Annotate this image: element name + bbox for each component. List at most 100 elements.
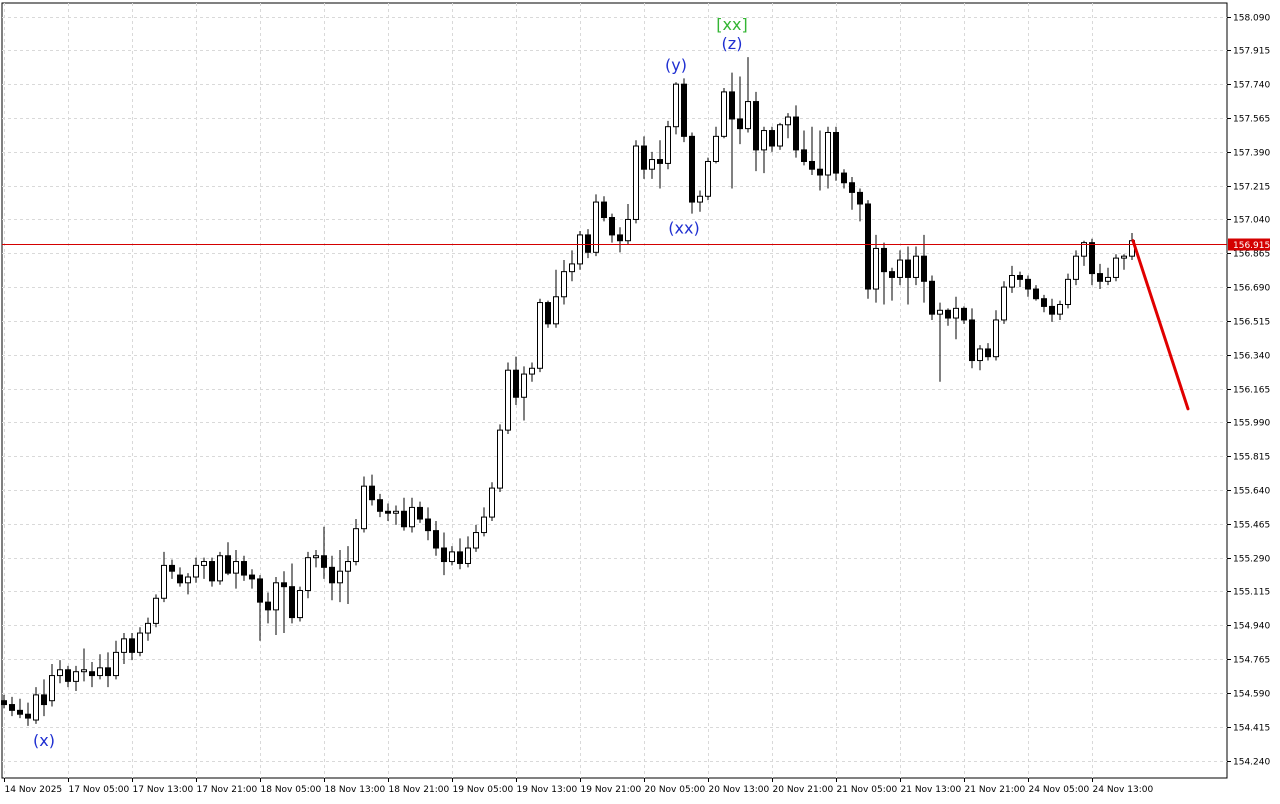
candle-body [993, 319, 999, 358]
candle [113, 640, 119, 680]
candle [1065, 273, 1071, 309]
candle-body [777, 124, 783, 147]
candle [9, 696, 15, 717]
candle [665, 120, 671, 170]
candle-body [73, 671, 79, 682]
y-tick-label: 156.165 [1233, 386, 1270, 396]
candle-body [545, 302, 551, 325]
candle [985, 343, 991, 361]
candle [817, 130, 823, 191]
candle [913, 246, 919, 286]
candle [681, 78, 687, 143]
x-tick-label: 20 Nov 21:00 [773, 785, 834, 795]
candle [1121, 254, 1127, 270]
candle [777, 122, 783, 150]
y-tick-label: 156.340 [1233, 352, 1270, 362]
candle-body [745, 101, 751, 130]
candle-body [169, 564, 175, 572]
candle [793, 105, 799, 158]
candle-body [297, 590, 303, 619]
candle [425, 507, 431, 541]
candle [761, 126, 767, 174]
candle [265, 592, 271, 624]
candle-body [705, 160, 711, 197]
current-price-label: 156.915 [1233, 241, 1270, 251]
candle [137, 627, 143, 657]
grid-layer [1, 2, 1228, 779]
candle [745, 57, 751, 133]
candle [841, 169, 847, 189]
candle-body [537, 302, 543, 369]
y-tick-label: 157.565 [1233, 115, 1270, 125]
candle [449, 546, 455, 566]
x-tick-label: 24 Nov 05:00 [1029, 785, 1090, 795]
candle [1113, 254, 1119, 282]
candle [673, 82, 679, 135]
candle-body [601, 201, 607, 219]
candle-body [1001, 286, 1007, 321]
candle-body [649, 159, 655, 170]
candle [561, 260, 567, 305]
candle [433, 520, 439, 556]
candle-body [473, 532, 479, 549]
candle [609, 213, 615, 243]
candle [753, 91, 759, 172]
candle-body [553, 296, 559, 325]
wave-label-4: (z) [722, 34, 743, 53]
candle-body [41, 694, 47, 706]
candle [697, 190, 703, 212]
candle-body [57, 669, 63, 677]
candle [1041, 294, 1047, 313]
candle [345, 546, 351, 605]
candle-body [721, 91, 727, 137]
candle-body [1057, 303, 1063, 315]
candle-body [833, 131, 839, 174]
candle [313, 549, 319, 568]
candle-body [449, 551, 455, 563]
forecast-line [1131, 239, 1190, 411]
candle-body [513, 369, 519, 398]
candle [81, 648, 87, 682]
x-tick-label: 20 Nov 13:00 [709, 785, 770, 795]
candle [393, 505, 399, 525]
x-tick-label: 19 Nov 05:00 [453, 785, 514, 795]
candle-body [1017, 275, 1023, 280]
candle [721, 88, 727, 139]
candle-body [17, 709, 23, 715]
candle [833, 126, 839, 181]
candle-body [521, 373, 527, 398]
candle-body [361, 485, 367, 530]
candle [521, 366, 527, 421]
candle [33, 687, 39, 724]
wave-label-1: (y) [665, 55, 687, 74]
candle-body [273, 582, 279, 611]
candle-body [369, 485, 375, 501]
x-tick-label: 21 Nov 21:00 [965, 785, 1026, 795]
y-tick-label: 154.765 [1233, 656, 1270, 666]
y-tick-label: 154.415 [1233, 724, 1270, 734]
candle-body [953, 307, 959, 319]
candle-body [97, 667, 103, 677]
candle-body [817, 168, 823, 176]
candle-body [657, 159, 663, 164]
candle-body [377, 499, 383, 512]
y-tick-label: 154.940 [1233, 622, 1270, 632]
candle [441, 532, 447, 576]
candle-body [849, 182, 855, 193]
candle-body [201, 561, 207, 566]
candle-body [193, 564, 199, 578]
candle [713, 126, 719, 164]
current-price-label-bg [1228, 238, 1270, 251]
candle [729, 72, 735, 189]
candle-body [209, 561, 215, 582]
candle-body [353, 528, 359, 563]
candle-body [761, 130, 767, 151]
candle [241, 555, 247, 581]
candle-body [225, 555, 231, 574]
candle-body [841, 172, 847, 184]
candle [73, 665, 79, 692]
candle-body [89, 671, 95, 677]
candle-body [1113, 257, 1119, 278]
